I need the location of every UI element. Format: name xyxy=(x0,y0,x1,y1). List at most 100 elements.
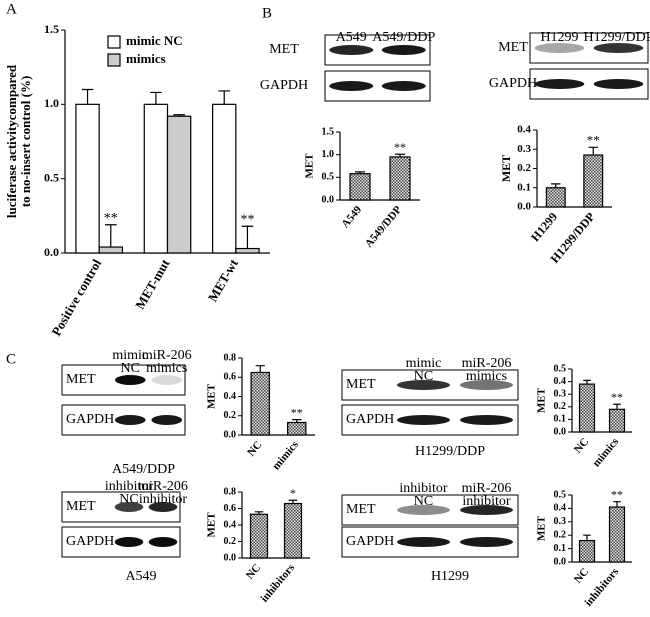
bar xyxy=(583,154,604,208)
y-tick-label: 0.6 xyxy=(224,372,237,383)
blot-row-label: MET xyxy=(346,377,376,392)
blot-band xyxy=(381,45,426,55)
y-axis-label: MET xyxy=(206,512,218,538)
y-tick-label: 0.2 xyxy=(517,162,531,174)
blot-band xyxy=(114,415,146,425)
bar xyxy=(608,506,626,563)
y-tick-label: 0.0 xyxy=(554,556,567,567)
error-bar xyxy=(241,225,254,249)
error-bar xyxy=(583,534,591,541)
blot-column-label: NC xyxy=(119,492,138,507)
error-bar xyxy=(173,114,185,117)
x-tick-label: H1299 xyxy=(528,210,560,245)
panel-label: C xyxy=(6,351,16,367)
y-axis-label: MET xyxy=(206,383,218,409)
blot-column-label: miR-206 xyxy=(462,481,512,496)
bar xyxy=(287,421,307,436)
blot-band xyxy=(151,415,183,425)
blot-column-label: A549 xyxy=(336,30,367,45)
blot-row-label: GAPDH xyxy=(66,412,114,427)
blot-band xyxy=(593,79,644,89)
y-tick-label: 0.3 xyxy=(554,516,567,527)
y-tick-label: 0.2 xyxy=(224,410,237,421)
blot-column-label: mimics xyxy=(146,361,187,376)
blot-column-label: inhibitor xyxy=(399,481,448,496)
blot-band xyxy=(114,537,144,547)
error-bar xyxy=(395,153,405,157)
y-tick-label: 0.5 xyxy=(554,363,567,374)
blot-band xyxy=(593,43,644,53)
blot-band xyxy=(397,380,450,390)
y-tick-label: 0.0 xyxy=(554,426,567,437)
x-tick-label: MET-mut xyxy=(132,256,173,312)
blot-row-label: GAPDH xyxy=(260,78,308,93)
error-bar xyxy=(254,511,264,515)
x-tick-label: Positive control xyxy=(48,256,104,338)
blot-band xyxy=(534,79,585,89)
bar xyxy=(212,103,237,254)
bar xyxy=(578,539,596,563)
y-tick-label: 0.8 xyxy=(224,486,237,497)
significance-label: ** xyxy=(611,487,623,501)
error-bar xyxy=(613,403,621,410)
bar xyxy=(98,246,123,254)
bar xyxy=(283,502,303,559)
error-bar xyxy=(613,501,621,508)
blot-band xyxy=(460,415,513,425)
y-tick-label: 0.0 xyxy=(517,201,531,213)
y-tick-label: 0.6 xyxy=(224,503,237,514)
blot-row-label: MET xyxy=(498,40,528,55)
panel-label: B xyxy=(262,5,272,21)
y-tick-label: 1.5 xyxy=(322,126,335,137)
error-bar xyxy=(355,171,365,174)
blot-band xyxy=(534,43,585,53)
blot-column-label: H1299 xyxy=(540,30,578,45)
blot-column-label: H1299/DDP xyxy=(583,30,650,45)
legend-label: mimic NC xyxy=(126,33,183,48)
blot-band xyxy=(460,380,513,390)
y-tick-label: 0.0 xyxy=(224,429,237,440)
bar xyxy=(75,103,100,254)
significance-label: ** xyxy=(587,132,600,147)
y-tick-label: 0.1 xyxy=(517,181,531,193)
blot-band xyxy=(397,505,450,515)
significance-label: ** xyxy=(611,390,623,404)
significance-label: ** xyxy=(240,212,254,227)
blot-column-label: NC xyxy=(414,369,433,384)
blot-band xyxy=(148,537,178,547)
error-bar xyxy=(588,146,598,156)
error-bar xyxy=(551,183,561,188)
x-tick-label: NC xyxy=(572,566,591,586)
error-bar xyxy=(104,224,117,248)
y-tick-label: 0.3 xyxy=(517,143,531,155)
y-tick-label: 1.5 xyxy=(44,22,59,36)
blot-column-label: mimics xyxy=(466,369,507,384)
error-bar xyxy=(583,379,591,385)
y-tick-label: 0.5 xyxy=(322,172,335,183)
blot-row-label: MET xyxy=(66,372,96,387)
y-axis-label: MET xyxy=(304,153,316,179)
y-tick-label: 0.4 xyxy=(554,503,567,514)
y-tick-label: 0.1 xyxy=(554,543,567,554)
y-tick-label: 0.0 xyxy=(224,552,237,563)
blot-band xyxy=(381,81,426,91)
y-tick-label: 0.0 xyxy=(322,194,335,205)
y-tick-label: 1.0 xyxy=(322,149,335,160)
y-tick-label: 0.5 xyxy=(554,489,567,500)
error-bar xyxy=(255,365,265,373)
y-tick-label: 0.5 xyxy=(44,170,59,184)
blot-row-label: GAPDH xyxy=(346,412,394,427)
bar xyxy=(545,187,566,208)
y-tick-label: 1.0 xyxy=(44,96,59,110)
y-tick-label: 0.4 xyxy=(517,124,531,136)
blot-band xyxy=(148,502,178,512)
blot-band xyxy=(114,502,144,512)
bar xyxy=(389,156,411,201)
bar xyxy=(608,408,626,433)
blot-frame xyxy=(61,364,186,396)
blot-band xyxy=(397,537,450,547)
blot-row-label: MET xyxy=(66,499,96,514)
error-bar xyxy=(218,90,231,105)
blot-column-label: mimic xyxy=(112,348,148,363)
